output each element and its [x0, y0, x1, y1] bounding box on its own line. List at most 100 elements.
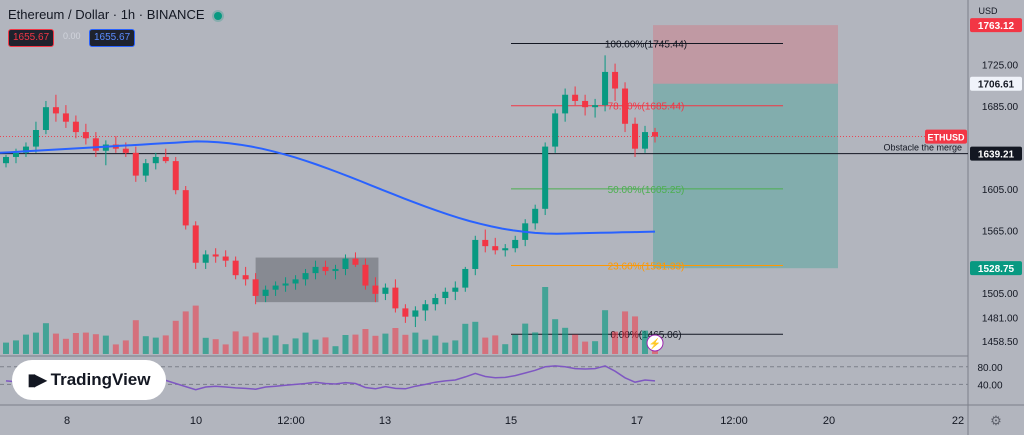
volume-bar [232, 331, 239, 354]
time-axis-label: 13 [379, 415, 391, 427]
sell-price-button[interactable]: 1655.67 [8, 29, 55, 47]
candle-body [452, 287, 459, 292]
candle-body [632, 123, 639, 149]
volume-bar [632, 316, 639, 354]
candle-body [412, 310, 419, 317]
tradingview-logo-text: TradingView [50, 370, 151, 389]
volume-bar [152, 337, 159, 354]
candle-body [312, 266, 319, 274]
price-badge-label: 1706.61 [978, 80, 1015, 91]
candle-body [222, 256, 229, 261]
volume-bar [112, 344, 119, 354]
buy-price-button[interactable]: 1655.67 [89, 29, 136, 47]
price-axis-label: 1505.00 [982, 289, 1019, 300]
volume-bar [102, 335, 109, 354]
candle-body [392, 287, 399, 309]
candle-body [242, 275, 249, 280]
fib-level-label: 50.00%(1605.25) [608, 185, 685, 196]
time-axis-label: 8 [64, 415, 70, 427]
candle-body [32, 130, 39, 147]
volume-bar [192, 305, 199, 354]
spread-value: 0.00 [63, 31, 81, 41]
volume-bar [342, 335, 349, 354]
volume-bar [352, 334, 359, 354]
candle-body [322, 266, 329, 272]
price-axis-label: 1725.00 [982, 61, 1019, 72]
volume-bar [42, 323, 49, 354]
candle-body [272, 285, 279, 290]
candle-body [362, 264, 369, 286]
volume-bar [332, 346, 339, 354]
volume-bar [32, 332, 39, 354]
candle-body [132, 152, 139, 176]
candle-body [582, 100, 589, 108]
volume-bar [142, 336, 149, 354]
candle-body [142, 163, 149, 176]
volume-bar [402, 334, 409, 354]
time-axis-label: 12:00 [720, 415, 748, 427]
volume-bar [582, 341, 589, 354]
price-badge-label: 1639.21 [978, 150, 1015, 161]
volume-bar [642, 330, 649, 354]
symbol-tag [925, 129, 967, 144]
volume-bar [3, 342, 9, 354]
candle-body [92, 138, 99, 151]
candle-body [422, 304, 429, 311]
volume-bar [252, 332, 259, 354]
volume-bar [312, 339, 319, 354]
volume-bar [612, 331, 619, 354]
price-badge [970, 261, 1022, 276]
candle-body [572, 94, 579, 101]
candle-body [642, 132, 649, 149]
price-axis-label: 1685.00 [982, 102, 1019, 113]
tradingview-logo[interactable]: ▮▶ TradingView [12, 360, 166, 400]
candle-body [612, 71, 619, 89]
currency-label: USD [978, 6, 998, 16]
volume-bar [132, 320, 139, 354]
volume-bar [282, 344, 289, 354]
candle-body [532, 208, 539, 224]
volume-bar [82, 332, 89, 354]
volume-bar [12, 340, 19, 354]
candle-body [282, 283, 289, 286]
market-status-icon [214, 11, 223, 20]
candle-body [262, 289, 269, 296]
fib-level-label: 23.60%(1531.33) [608, 262, 685, 273]
volume-bar [52, 333, 59, 354]
time-axis-label: 22 [952, 415, 964, 427]
candle-body [12, 152, 19, 157]
candle-body [152, 156, 159, 164]
volume-bar [492, 335, 499, 354]
settings-icon: ⚙ [990, 413, 1002, 428]
position-target-zone [653, 83, 838, 269]
symbol-title[interactable]: Ethereum / Dollar · 1h · BINANCE [8, 7, 205, 22]
price-badge [970, 18, 1022, 33]
candle-body [512, 239, 519, 249]
volume-bar [542, 287, 549, 354]
volume-bar [482, 337, 489, 354]
candle-body [402, 308, 409, 317]
volume-bar [572, 334, 579, 354]
candle-body [462, 268, 469, 288]
candle-body [42, 107, 49, 130]
volume-bar [182, 311, 189, 354]
volume-bar [392, 328, 399, 354]
volume-bar [622, 311, 629, 354]
time-axis-label: 10 [190, 415, 202, 427]
candle-body [542, 146, 549, 209]
volume-bar [602, 310, 609, 354]
time-axis-label: 17 [631, 415, 643, 427]
volume-bar [552, 319, 559, 354]
candle-body [192, 225, 199, 263]
alert-icon [646, 334, 664, 352]
volume-bar [222, 344, 229, 354]
candle-body [352, 258, 359, 265]
obstacle-label: Obstacle the merge [883, 143, 962, 153]
volume-bar [72, 333, 79, 354]
tradingview-logo-icon: ▮▶ [27, 372, 47, 389]
consolidation-box [255, 257, 379, 303]
volume-bar [212, 339, 219, 354]
